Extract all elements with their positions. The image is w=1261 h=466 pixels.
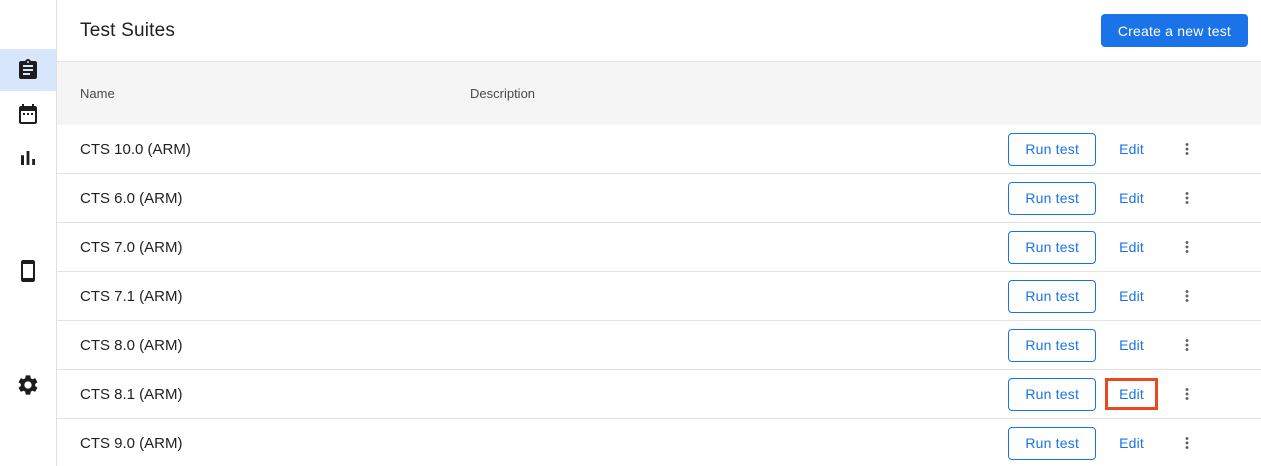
test-name: CTS 7.1 (ARM)	[80, 287, 183, 305]
sidebar-item-settings[interactable]	[0, 364, 56, 406]
test-name: CTS 6.0 (ARM)	[80, 189, 183, 207]
edit-link[interactable]: Edit	[1119, 435, 1144, 451]
row-actions: Run test Edit	[971, 181, 1261, 215]
table-row: CTS 10.0 (ARM) Run test Edit	[57, 125, 1261, 174]
gear-icon	[18, 375, 38, 395]
edit-link[interactable]: Edit	[1119, 239, 1144, 255]
sidebar-item-devices[interactable]	[0, 250, 56, 292]
row-actions: Run test Edit	[971, 279, 1261, 313]
row-actions: Run test Edit	[971, 426, 1261, 460]
run-test-button[interactable]: Run test	[1008, 132, 1097, 166]
kebab-menu-icon[interactable]	[1176, 284, 1198, 308]
edit-link[interactable]: Edit	[1105, 378, 1158, 410]
column-header-description: Description	[470, 86, 536, 101]
column-header-name: Name	[80, 86, 115, 101]
sidebar	[0, 0, 57, 466]
sidebar-item-plans[interactable]	[0, 93, 56, 135]
row-actions: Run test Edit	[971, 377, 1261, 411]
edit-link[interactable]: Edit	[1119, 141, 1144, 157]
table-row: CTS 9.0 (ARM) Run test Edit	[57, 419, 1261, 466]
table-row: CTS 7.1 (ARM) Run test Edit	[57, 272, 1261, 321]
toolbar: Test Suites Create a new test	[57, 0, 1261, 62]
smartphone-icon	[21, 260, 35, 282]
sidebar-item-results[interactable]	[0, 137, 56, 179]
run-test-button[interactable]: Run test	[1008, 377, 1097, 411]
test-name: CTS 8.0 (ARM)	[80, 336, 183, 354]
table-header: Name Description	[57, 62, 1261, 125]
run-test-button[interactable]: Run test	[1008, 328, 1097, 362]
table-body: CTS 10.0 (ARM) Run test Edit CTS 6.0 (AR…	[57, 125, 1261, 466]
table-row: CTS 6.0 (ARM) Run test Edit	[57, 174, 1261, 223]
edit-link[interactable]: Edit	[1119, 337, 1144, 353]
kebab-menu-icon[interactable]	[1176, 137, 1198, 161]
row-actions: Run test Edit	[971, 328, 1261, 362]
create-new-test-button[interactable]: Create a new test	[1100, 14, 1248, 47]
kebab-menu-icon[interactable]	[1176, 333, 1198, 357]
row-actions: Run test Edit	[971, 132, 1261, 166]
table-row: CTS 8.0 (ARM) Run test Edit	[57, 321, 1261, 370]
edit-link[interactable]: Edit	[1119, 190, 1144, 206]
run-test-button[interactable]: Run test	[1008, 181, 1097, 215]
sidebar-item-tests[interactable]	[0, 49, 56, 91]
run-test-button[interactable]: Run test	[1008, 230, 1097, 264]
main-content: Test Suites Create a new test Name Descr…	[57, 0, 1261, 466]
test-name: CTS 10.0 (ARM)	[80, 140, 191, 158]
calendar-icon	[19, 104, 37, 124]
kebab-menu-icon[interactable]	[1176, 431, 1198, 455]
kebab-menu-icon[interactable]	[1176, 235, 1198, 259]
run-test-button[interactable]: Run test	[1008, 279, 1097, 313]
clipboard-tests-icon	[19, 59, 37, 79]
table-row: CTS 7.0 (ARM) Run test Edit	[57, 223, 1261, 272]
kebab-menu-icon[interactable]	[1176, 382, 1198, 406]
page-title: Test Suites	[80, 19, 176, 41]
table-row: CTS 8.1 (ARM) Run test Edit	[57, 370, 1261, 419]
test-name: CTS 9.0 (ARM)	[80, 434, 183, 452]
bar-chart-icon	[21, 151, 35, 165]
run-test-button[interactable]: Run test	[1008, 426, 1097, 460]
test-name: CTS 7.0 (ARM)	[80, 238, 183, 256]
edit-link[interactable]: Edit	[1119, 288, 1144, 304]
test-name: CTS 8.1 (ARM)	[80, 385, 183, 403]
row-actions: Run test Edit	[971, 230, 1261, 264]
kebab-menu-icon[interactable]	[1176, 186, 1198, 210]
